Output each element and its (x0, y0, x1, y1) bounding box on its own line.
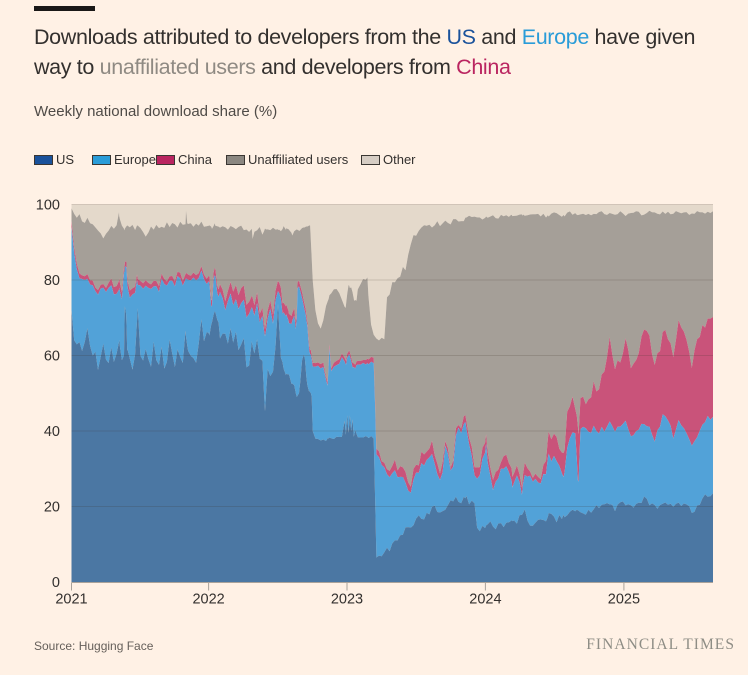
svg-text:0: 0 (52, 575, 60, 591)
svg-text:100: 100 (36, 198, 60, 214)
svg-text:60: 60 (44, 349, 60, 365)
svg-text:20: 20 (44, 500, 60, 516)
svg-text:2021: 2021 (55, 592, 87, 608)
svg-text:2025: 2025 (608, 592, 640, 608)
svg-text:2022: 2022 (192, 592, 224, 608)
svg-text:2024: 2024 (469, 592, 501, 608)
svg-text:2023: 2023 (331, 592, 363, 608)
svg-text:80: 80 (44, 273, 60, 289)
svg-text:40: 40 (44, 424, 60, 440)
